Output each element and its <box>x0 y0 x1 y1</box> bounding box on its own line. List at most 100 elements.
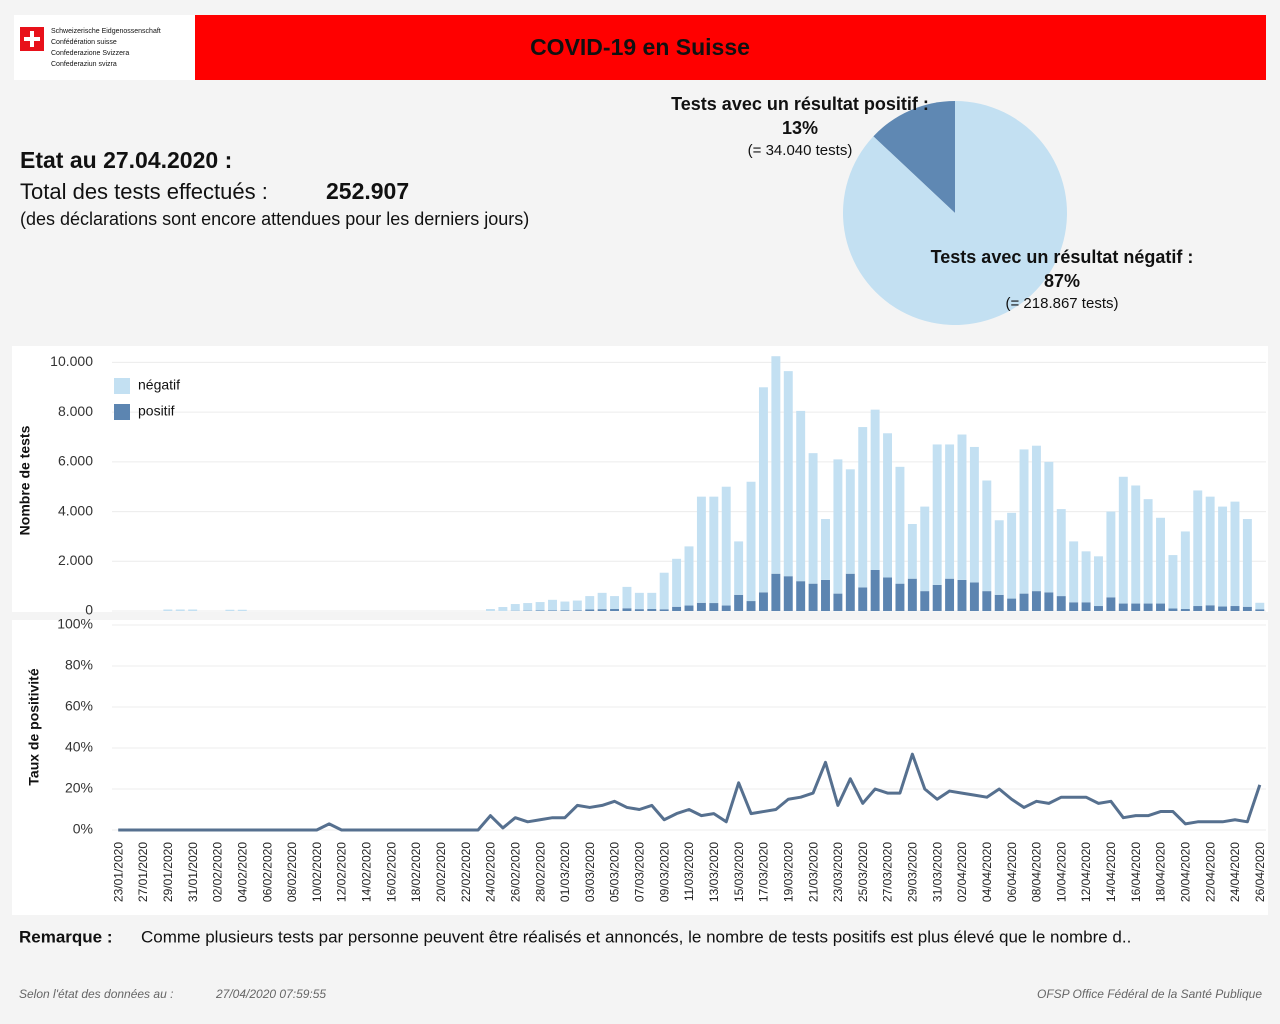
bar-segment <box>771 573 781 611</box>
bar-segment <box>734 594 744 611</box>
y-tick-label: 6.000 <box>58 453 93 469</box>
bar-segment <box>1131 485 1141 604</box>
bar-segment <box>932 584 942 611</box>
bar-segment <box>485 609 495 611</box>
bar-segment <box>1205 605 1215 611</box>
bar-segment <box>734 541 744 595</box>
bar-segment <box>1242 519 1252 607</box>
bar-segment <box>610 609 620 611</box>
bar-segment <box>560 610 570 611</box>
bar-segment <box>1156 517 1165 604</box>
bar-segment <box>1230 501 1240 607</box>
logo-line: Confederaziun svizra <box>51 61 117 68</box>
bar-segment <box>808 583 818 611</box>
x-tick-label: 20/04/2020 <box>1179 842 1193 902</box>
total-value: 252.907 <box>326 178 409 204</box>
y-axis-label: Nombre de tests <box>17 425 33 535</box>
bar-segment <box>1193 606 1203 611</box>
bar-segment <box>957 434 967 580</box>
rate-line <box>118 752 1262 832</box>
slice-detail: (= 218.867 tests) <box>1006 295 1119 312</box>
x-tick-label: 03/03/2020 <box>583 842 597 902</box>
bar-segment <box>709 603 719 611</box>
y-tick-label: 60% <box>65 698 93 714</box>
y-tick-label: 40% <box>65 739 93 755</box>
bar-segment <box>821 579 830 611</box>
bar-segment <box>969 446 979 583</box>
bar-segment <box>1143 603 1153 611</box>
timestamp: 27/04/2020 07:59:55 <box>215 987 326 1001</box>
x-tick-label: 06/04/2020 <box>1005 842 1019 902</box>
legend-label: positif <box>138 403 175 419</box>
charts: Tests avec un résultat positif : 13% (= 34… <box>17 94 1267 902</box>
bar-segment <box>1094 606 1103 611</box>
bar-segment <box>907 578 917 611</box>
y-tick-label: 0% <box>73 821 93 837</box>
x-tick-label: 18/04/2020 <box>1154 842 1168 902</box>
bar-segment <box>883 433 893 578</box>
bar-segment <box>1156 603 1165 611</box>
slice-label: Tests avec un résultat négatif : <box>931 247 1194 267</box>
x-tick-label: 23/03/2020 <box>831 842 845 902</box>
x-tick-label: 28/02/2020 <box>533 842 547 902</box>
bar-segment <box>163 609 173 611</box>
bar-segment <box>585 596 595 610</box>
y-tick-label: 80% <box>65 657 93 673</box>
y-tick-label: 4.000 <box>58 502 93 518</box>
bar-segment <box>647 609 657 611</box>
x-tick-label: 07/03/2020 <box>633 842 647 902</box>
bar-segment <box>709 496 719 604</box>
x-tick-label: 09/03/2020 <box>657 842 671 902</box>
x-tick-label: 27/01/2020 <box>136 842 150 902</box>
x-tick-label: 14/02/2020 <box>360 842 374 902</box>
logo-box <box>14 15 195 80</box>
x-tick-label: 22/02/2020 <box>459 842 473 902</box>
legend-swatch <box>114 378 130 394</box>
x-tick-label: 29/03/2020 <box>906 842 920 902</box>
x-tick-label: 05/03/2020 <box>608 842 622 902</box>
x-tick-label: 12/04/2020 <box>1079 842 1093 902</box>
slice-value: 13% <box>782 118 818 138</box>
bar-segment <box>783 576 793 611</box>
bar-segment <box>622 586 632 609</box>
bar-segment <box>572 610 582 611</box>
bar-segment <box>1007 512 1017 599</box>
remark-panel <box>10 917 1270 961</box>
bar-segment <box>858 587 868 611</box>
x-tick-label: 16/04/2020 <box>1129 842 1143 902</box>
bar-segment <box>634 592 644 610</box>
legend-label: négatif <box>138 377 180 393</box>
bar-segment <box>548 599 557 611</box>
bar-segment <box>920 591 930 611</box>
bar-segment <box>1168 608 1178 611</box>
bar-segment <box>907 524 917 579</box>
bar-segment <box>585 609 595 611</box>
bar-segment <box>845 469 855 574</box>
bar-segment <box>982 591 992 611</box>
line-panel <box>12 620 1268 915</box>
y-tick-label: 0 <box>85 602 93 618</box>
x-tick-label: 23/01/2020 <box>111 842 125 902</box>
bar-segment <box>1081 551 1091 603</box>
bar-segment <box>1044 461 1054 593</box>
slice-detail: (= 34.040 tests) <box>748 142 853 159</box>
bar-segment <box>1180 531 1190 610</box>
x-tick-label: 27/03/2020 <box>881 842 895 902</box>
remark-label: Remarque : <box>19 927 113 946</box>
bar-segment <box>1255 609 1265 611</box>
bar-segment <box>560 601 570 611</box>
bar-segment <box>957 579 967 611</box>
legend-swatch <box>114 404 130 420</box>
x-tick-label: 01/03/2020 <box>558 842 572 902</box>
x-tick-label: 19/03/2020 <box>781 842 795 902</box>
y-axis-label: Taux de positivité <box>26 668 42 785</box>
total-label: Total des tests effectués : <box>20 179 268 204</box>
source-label: Selon l'état des données au : <box>19 987 173 1001</box>
x-tick-label: 02/04/2020 <box>955 842 969 902</box>
x-tick-label: 04/04/2020 <box>980 842 994 902</box>
x-tick-label: 24/02/2020 <box>484 842 498 902</box>
y-tick-label: 2.000 <box>58 552 93 568</box>
bar-segment <box>833 593 843 611</box>
bar-segment <box>858 427 868 588</box>
bar-segment <box>845 573 855 611</box>
